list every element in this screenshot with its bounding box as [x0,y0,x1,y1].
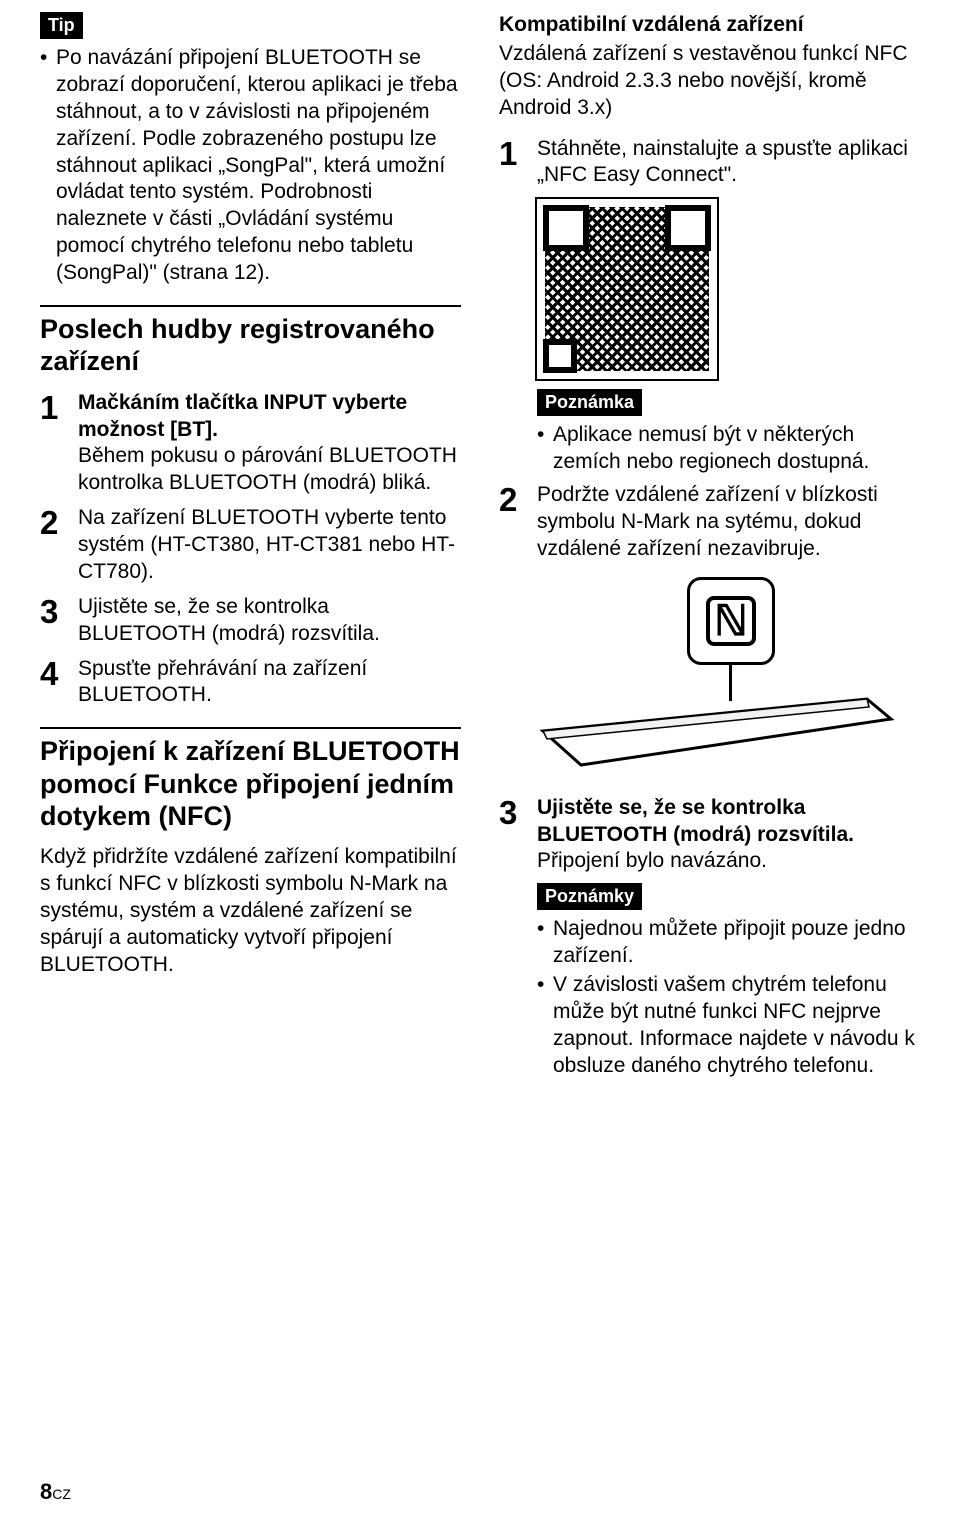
right-column: Kompatibilní vzdálená zařízení Vzdálená … [499,12,920,1082]
right-step-3-bold: Ujistěte se, že se kontrolka BLUETOOTH (… [537,795,920,849]
bullet-dot: • [40,45,56,287]
page-number: 8 [40,1479,52,1504]
step-1: 1 Mačkáním tlačítka INPUT vyberte možnos… [40,390,461,498]
step-body: Ujistěte se, že se kontrolka BLUETOOTH (… [537,795,920,876]
right-step-3: 3 Ujistěte se, že se kontrolka BLUETOOTH… [499,795,920,876]
step-number: 2 [499,482,537,563]
compat-heading: Kompatibilní vzdálená zařízení [499,12,920,39]
bullet-dot: • [537,972,553,1080]
step-number: 4 [40,656,78,710]
step-1-bold: Mačkáním tlačítka INPUT vyberte možnost … [78,390,461,444]
step-number: 3 [499,795,537,876]
page-footer: 8CZ [40,1478,71,1506]
tip-bullet: • Po navázání připojení BLUETOOTH se zob… [40,45,461,287]
page-region: CZ [52,1486,71,1502]
compat-line1: Vzdálená zařízení s vestavěnou funkcí NF… [499,41,920,68]
tip-text: Po navázání připojení BLUETOOTH se zobra… [56,45,461,287]
tip-badge: Tip [40,12,83,39]
nfc-illustration: ℕ [537,577,897,787]
note-block: Poznámka • Aplikace nemusí být v některý… [537,389,920,476]
notes-bullet-1: • Najednou můžete připojit pouze jedno z… [537,916,920,970]
step-3: 3 Ujistěte se, že se kontrolka BLUETOOTH… [40,594,461,648]
right-step-1-bold: Stáhněte, nainstalujte a spusťte aplikac… [537,136,920,190]
step-3-bold: Ujistěte se, že se kontrolka BLUETOOTH (… [78,594,461,648]
two-column-layout: Tip • Po navázání připojení BLUETOOTH se… [40,12,920,1082]
right-step-2-bold: Podržte vzdálené zařízení v blízkosti sy… [537,482,920,563]
step-number: 1 [40,390,78,498]
bullet-dot: • [537,916,553,970]
section-title-listening: Poslech hudby registrovaného zařízení [40,305,461,378]
step-number: 2 [40,505,78,586]
notes-block: Poznámky • Najednou můžete připojit pouz… [537,883,920,1079]
note-bullet: • Aplikace nemusí být v některých zemích… [537,422,920,476]
qr-code [537,199,717,379]
step-2: 2 Na zařízení BLUETOOTH vyberte tento sy… [40,505,461,586]
notes-text-2: V závislosti vašem chytrém telefonu může… [553,972,920,1080]
notes-badge: Poznámky [537,883,642,910]
step-number: 3 [40,594,78,648]
section-title-nfc: Připojení k zařízení BLUETOOTH pomocí Fu… [40,727,461,832]
step-4-bold: Spusťte přehrávání na zařízení BLUETOOTH… [78,656,461,710]
soundbar-icon [537,695,897,773]
right-step-2: 2 Podržte vzdálené zařízení v blízkosti … [499,482,920,563]
right-step-1: 1 Stáhněte, nainstalujte a spusťte aplik… [499,136,920,190]
bullet-dot: • [537,422,553,476]
section-nfc-text: Když přidržíte vzdálené zařízení kompati… [40,844,461,978]
step-2-bold: Na zařízení BLUETOOTH vyberte tento syst… [78,505,461,586]
step-1-plain: Během pokusu o párování BLUETOOTH kontro… [78,443,461,497]
step-body: Mačkáním tlačítka INPUT vyberte možnost … [78,390,461,498]
right-step-3-plain: Připojení bylo navázáno. [537,848,920,875]
n-mark-icon: ℕ [706,596,756,646]
note-text: Aplikace nemusí být v některých zemích n… [553,422,920,476]
nfc-phone-icon: ℕ [687,577,775,665]
notes-bullet-2: • V závislosti vašem chytrém telefonu mů… [537,972,920,1080]
left-column: Tip • Po navázání připojení BLUETOOTH se… [40,12,461,1082]
step-4: 4 Spusťte přehrávání na zařízení BLUETOO… [40,656,461,710]
compat-line2: (OS: Android 2.3.3 nebo novější, kromě A… [499,68,920,122]
notes-text-1: Najednou můžete připojit pouze jedno zař… [553,916,920,970]
step-number: 1 [499,136,537,190]
note-badge: Poznámka [537,389,642,416]
